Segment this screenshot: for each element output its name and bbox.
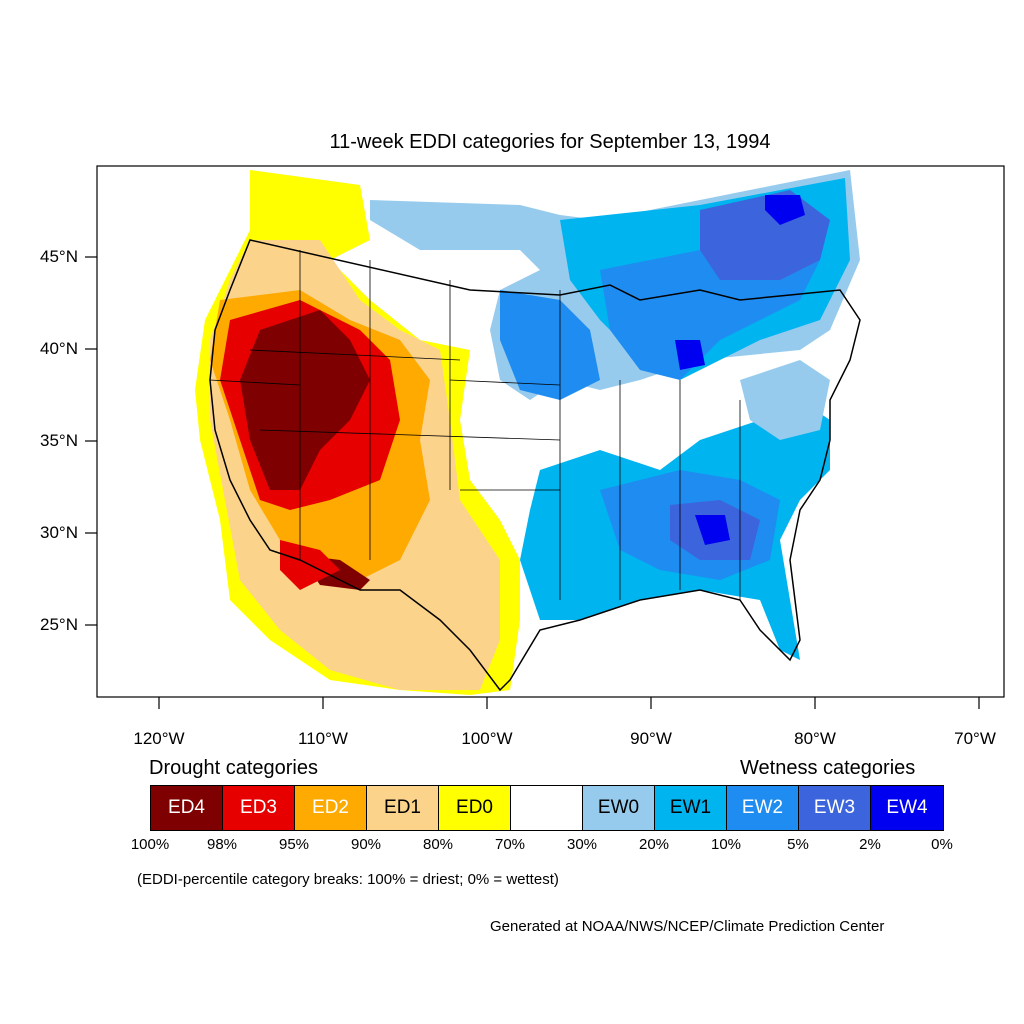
wetness-heading: Wetness categories bbox=[740, 757, 916, 779]
lat-label: 25°N bbox=[40, 615, 78, 634]
lon-label: 120°W bbox=[133, 729, 185, 748]
drought-heading: Drought categories bbox=[149, 757, 318, 779]
lat-label: 45°N bbox=[40, 247, 78, 266]
map-title: 11-week EDDI categories for September 13… bbox=[329, 131, 771, 153]
percentile-label: 70% bbox=[494, 836, 526, 853]
legend-swatch: ED0 bbox=[439, 786, 511, 830]
percentile-label: 95% bbox=[278, 836, 310, 853]
legend-swatch: EW3 bbox=[799, 786, 871, 830]
credit-text: Generated at NOAA/NWS/NCEP/Climate Predi… bbox=[490, 918, 885, 935]
legend-swatch: EW4 bbox=[871, 786, 943, 830]
wet-ew4-north bbox=[765, 195, 805, 225]
lat-label: 30°N bbox=[40, 523, 78, 542]
legend-swatch: ED3 bbox=[223, 786, 295, 830]
wet-ew4-michigan bbox=[675, 340, 705, 370]
category-legend: ED4 ED3 ED2 ED1 ED0 EW0 EW1 EW2 EW3 EW4 bbox=[150, 785, 944, 831]
wet-ew4-southeast bbox=[695, 515, 730, 545]
percentile-label: 0% bbox=[931, 836, 953, 853]
category-note: (EDDI-percentile category breaks: 100% =… bbox=[137, 871, 559, 888]
percentile-label: 98% bbox=[206, 836, 238, 853]
lon-label: 90°W bbox=[630, 729, 672, 748]
legend-swatch: ED1 bbox=[367, 786, 439, 830]
wet-core-midwest bbox=[500, 290, 600, 400]
lon-label: 100°W bbox=[461, 729, 513, 748]
wet-region-mideast bbox=[740, 360, 830, 440]
lon-label: 80°W bbox=[794, 729, 836, 748]
percentile-label: 100% bbox=[130, 836, 170, 853]
legend-swatch: EW1 bbox=[655, 786, 727, 830]
lat-label: 35°N bbox=[40, 431, 78, 450]
percentile-label: 30% bbox=[566, 836, 598, 853]
legend-swatch bbox=[511, 786, 583, 830]
axis-ticks bbox=[85, 256, 980, 709]
percentile-label: 10% bbox=[710, 836, 742, 853]
percentile-label: 20% bbox=[638, 836, 670, 853]
lat-label: 40°N bbox=[40, 339, 78, 358]
legend-swatch: ED2 bbox=[295, 786, 367, 830]
legend-swatch: EW0 bbox=[583, 786, 655, 830]
percentile-label: 2% bbox=[859, 836, 881, 853]
map-frame bbox=[96, 165, 1005, 698]
lon-label: 70°W bbox=[954, 729, 996, 748]
state-lines bbox=[209, 250, 741, 600]
dry-ed4-core bbox=[240, 310, 370, 490]
percentile-label: 90% bbox=[350, 836, 382, 853]
percentile-label: 5% bbox=[787, 836, 809, 853]
legend-swatch: EW2 bbox=[727, 786, 799, 830]
legend-swatch: ED4 bbox=[151, 786, 223, 830]
percentile-label: 80% bbox=[422, 836, 454, 853]
lon-label: 110°W bbox=[298, 729, 348, 748]
